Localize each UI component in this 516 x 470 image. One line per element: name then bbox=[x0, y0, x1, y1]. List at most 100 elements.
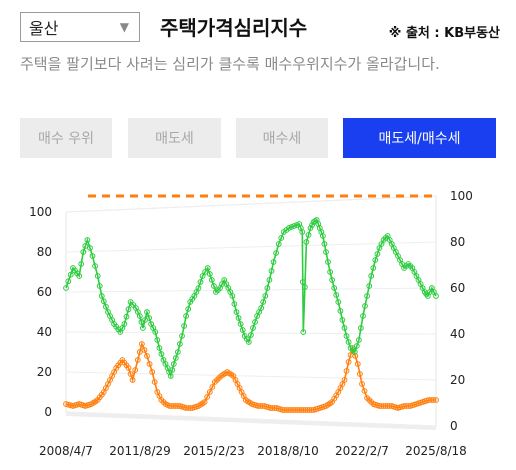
sell-series-point bbox=[121, 321, 128, 327]
chevron-down-icon[interactable]: ▼ bbox=[119, 20, 129, 34]
sell-series-point bbox=[329, 277, 336, 283]
buy-series-point bbox=[255, 403, 262, 409]
sell-series-point bbox=[206, 271, 213, 277]
page-title: 주택가격심리지수 bbox=[160, 16, 308, 40]
buy-series-point bbox=[269, 405, 276, 411]
buy-series-point bbox=[201, 399, 208, 405]
sell-series-point bbox=[146, 315, 153, 321]
tab-selling[interactable]: 매도세 bbox=[128, 118, 221, 158]
gridline bbox=[65, 195, 437, 213]
buy-series-point bbox=[185, 405, 192, 411]
tab-buyer-advantage[interactable]: 매수 우위 bbox=[20, 118, 112, 158]
sell-series-point bbox=[208, 277, 215, 283]
sell-series-point bbox=[325, 259, 331, 265]
sell-series-point bbox=[300, 329, 307, 335]
buy-series-point bbox=[281, 407, 288, 413]
sell-series-point bbox=[177, 341, 183, 347]
buy-series-point bbox=[294, 407, 301, 413]
sell-series-point bbox=[273, 250, 280, 256]
sell-series-point bbox=[179, 333, 185, 339]
buy-series-point bbox=[125, 365, 132, 371]
sell-series-point bbox=[337, 308, 344, 314]
plot-area bbox=[65, 195, 437, 427]
buy-series-point bbox=[144, 353, 150, 359]
tab-selling-buying[interactable]: 매도세/매수세 bbox=[343, 118, 496, 158]
sell-series-point bbox=[320, 233, 326, 239]
sell-series-point bbox=[237, 321, 244, 327]
sell-series-point bbox=[335, 299, 342, 305]
buy-series-point bbox=[170, 403, 177, 409]
x-tick-label: 2008/4/7 bbox=[39, 444, 93, 458]
sell-series-point bbox=[356, 337, 362, 343]
buy-series-point bbox=[139, 341, 145, 347]
buy-series-point bbox=[172, 403, 179, 409]
gridline bbox=[65, 287, 437, 293]
sell-series-point bbox=[202, 269, 209, 275]
sell-series-point bbox=[307, 225, 314, 231]
sell-series-point bbox=[245, 339, 252, 345]
sell-series-point bbox=[264, 285, 271, 291]
sell-series-point bbox=[235, 315, 242, 321]
buy-series-point bbox=[204, 394, 211, 400]
tab-buying[interactable]: 매수세 bbox=[236, 118, 328, 158]
buy-series-point bbox=[304, 407, 311, 413]
buy-series-point bbox=[376, 403, 383, 409]
buy-series-point bbox=[141, 347, 148, 353]
y-right-tick-label: 40 bbox=[450, 327, 465, 341]
sell-series-point bbox=[305, 232, 312, 238]
sell-series-point bbox=[156, 345, 163, 351]
buy-series-point bbox=[302, 407, 309, 413]
buy-series-point bbox=[209, 384, 216, 390]
sell-series-point bbox=[433, 293, 439, 299]
buy-series-point bbox=[382, 403, 389, 409]
sell-series-point bbox=[158, 351, 165, 357]
buy-series-point bbox=[354, 361, 361, 367]
sell-series-point bbox=[275, 241, 282, 247]
buy-series-point bbox=[134, 357, 141, 363]
sell-series-point bbox=[333, 292, 340, 298]
gridline bbox=[65, 411, 437, 427]
sell-series-point bbox=[98, 293, 105, 299]
buy-series-point bbox=[175, 403, 181, 409]
sell-series-point bbox=[123, 313, 130, 320]
sell-series-point bbox=[250, 325, 256, 331]
sell-series-point bbox=[353, 343, 360, 349]
buy-series-point bbox=[151, 379, 158, 385]
sell-series-point bbox=[302, 284, 308, 290]
sell-series-point bbox=[65, 278, 72, 285]
sell-series-point bbox=[366, 283, 373, 289]
buy-series-point bbox=[345, 359, 352, 365]
sell-series-point bbox=[370, 265, 377, 271]
sell-series-point bbox=[233, 309, 240, 315]
sell-series-point bbox=[248, 332, 254, 338]
plot-floor bbox=[66, 412, 436, 430]
sell-series-point bbox=[92, 263, 98, 269]
sell-series-point bbox=[358, 325, 364, 331]
buy-series-point bbox=[129, 377, 136, 383]
buy-series-point bbox=[380, 403, 387, 409]
buy-series-point bbox=[341, 377, 348, 383]
sell-series-point bbox=[360, 313, 366, 319]
sell-series-point bbox=[78, 261, 85, 267]
sell-series-point bbox=[286, 225, 292, 231]
buy-series-point bbox=[286, 407, 292, 413]
sell-series-point bbox=[84, 237, 91, 243]
sell-series-point bbox=[63, 285, 69, 291]
sell-series-point bbox=[288, 224, 295, 230]
sell-series-point bbox=[167, 373, 174, 379]
sell-series-point bbox=[80, 249, 87, 255]
sell-series-point bbox=[136, 313, 143, 319]
buy-series-point bbox=[146, 361, 153, 367]
sell-series-point bbox=[278, 235, 285, 241]
buy-series-point bbox=[357, 371, 363, 377]
buy-series-point bbox=[136, 349, 143, 355]
sell-series-point bbox=[351, 349, 358, 355]
buy-series-point bbox=[257, 403, 264, 409]
sell-series-point bbox=[270, 259, 277, 265]
buy-series-point bbox=[361, 388, 368, 394]
sell-series-point bbox=[199, 273, 206, 279]
sell-series-point bbox=[291, 223, 298, 229]
buy-series-point bbox=[384, 403, 391, 409]
sell-series-point bbox=[303, 239, 310, 245]
region-select[interactable]: 울산 ▼ bbox=[20, 12, 140, 42]
